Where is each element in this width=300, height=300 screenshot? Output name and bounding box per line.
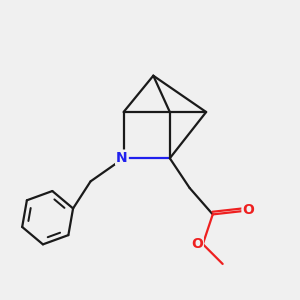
Text: N: N	[116, 151, 128, 165]
Text: O: O	[242, 203, 254, 218]
Text: O: O	[191, 237, 203, 251]
